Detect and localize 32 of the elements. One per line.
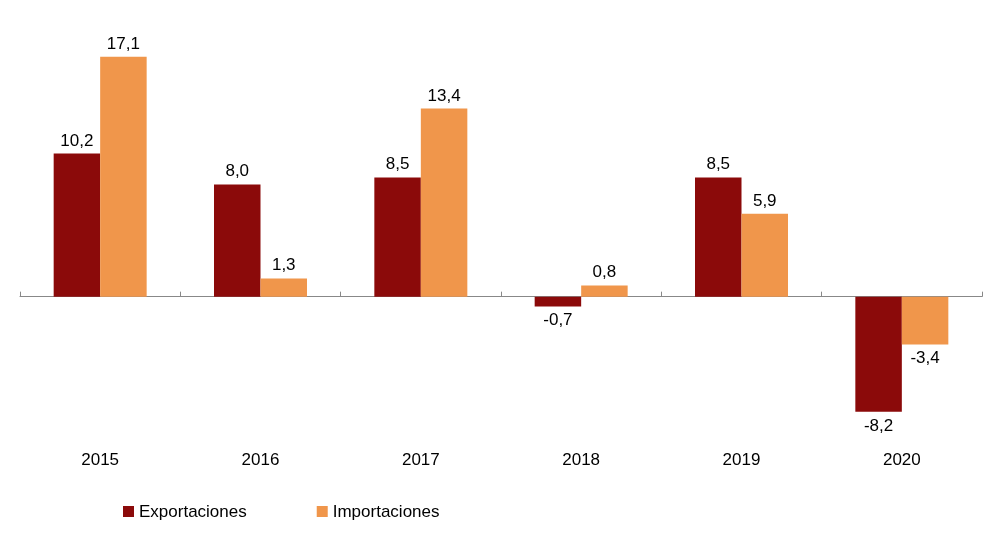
x-tick-label: 2016 — [241, 450, 280, 469]
bar — [374, 177, 421, 297]
x-tick-label: 2019 — [722, 450, 761, 469]
bar — [695, 177, 742, 297]
bar — [53, 153, 101, 297]
x-tick-label: 2018 — [562, 450, 601, 469]
x-tick-label: 2015 — [81, 450, 120, 469]
data-label: 8,5 — [706, 154, 731, 174]
data-label: 13,4 — [427, 85, 461, 105]
data-label: 0,8 — [592, 262, 617, 282]
x-tick-label: 2020 — [882, 450, 921, 469]
data-label: 1,3 — [271, 255, 296, 275]
data-label: -8,2 — [863, 415, 894, 435]
data-label: -0,7 — [543, 310, 573, 330]
bar — [581, 285, 628, 297]
legend-label: Importaciones — [332, 502, 440, 521]
bar — [260, 278, 307, 297]
x-tick-label: 2017 — [401, 450, 440, 469]
legend-label: Exportaciones — [139, 502, 247, 521]
bar — [534, 296, 582, 307]
bar — [214, 184, 261, 297]
data-label: -3,4 — [910, 348, 940, 368]
data-label: 5,9 — [752, 190, 777, 210]
bar — [100, 56, 147, 297]
bar — [741, 213, 788, 297]
bar — [855, 296, 902, 412]
data-label: 10,2 — [60, 130, 94, 150]
bar — [420, 108, 468, 297]
bar — [901, 296, 949, 345]
data-label: 8,0 — [225, 161, 250, 181]
data-label: 8,5 — [385, 154, 410, 174]
data-label: 17,1 — [106, 33, 140, 53]
